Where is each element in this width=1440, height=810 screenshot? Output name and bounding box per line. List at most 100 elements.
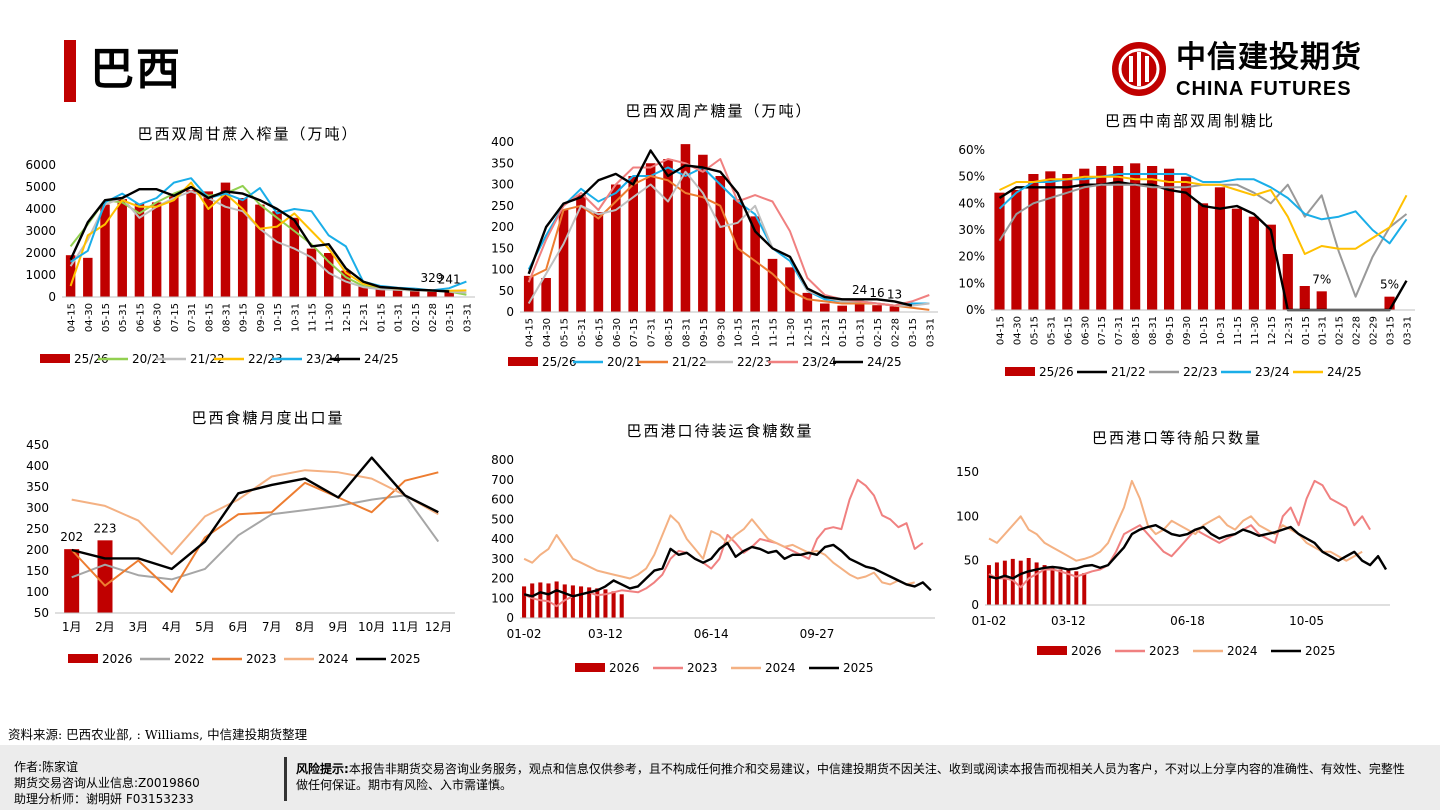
x-tick-label: 01-02 (972, 614, 1007, 628)
x-tick-label: 1月 (62, 620, 82, 634)
bar (255, 204, 265, 297)
data-label: 202 (60, 530, 83, 544)
bar (100, 204, 110, 297)
x-tick-label: 02-15 (1335, 316, 1346, 345)
x-tick-label: 7月 (262, 620, 282, 634)
legend-label: 2026 (609, 661, 640, 675)
x-tick-label: 06-30 (153, 303, 164, 332)
bar (837, 305, 847, 312)
bar (1028, 174, 1039, 310)
x-tick-label: 04-15 (525, 318, 536, 347)
x-tick-label: 12-31 (821, 318, 832, 347)
bar (645, 163, 656, 312)
bar (1231, 208, 1243, 310)
x-tick-label: 01-15 (376, 303, 387, 332)
x-tick-label: 05-31 (118, 303, 129, 332)
y-tick-label: 200 (491, 572, 514, 586)
legend-label: 21/22 (1111, 365, 1146, 379)
bar (872, 305, 882, 312)
x-tick-label: 08-15 (204, 303, 215, 332)
x-tick-label: 2月 (95, 620, 115, 634)
x-tick-label: 03-31 (462, 303, 473, 332)
bar (117, 199, 127, 297)
bar (1066, 569, 1071, 605)
legend-label: 2023 (1149, 644, 1180, 658)
x-tick-label: 09-15 (239, 303, 250, 332)
x-tick-label: 05-15 (1029, 316, 1040, 345)
x-tick-label: 06-14 (694, 627, 729, 641)
x-tick-label: 06-15 (135, 303, 146, 332)
series-line (523, 478, 924, 608)
author-license: 期货交易咨询从业信息:Z0019860 (14, 776, 200, 790)
y-tick-label: 100 (491, 591, 514, 605)
bar (1018, 560, 1023, 605)
bar (220, 182, 231, 297)
bar (732, 199, 743, 312)
x-tick-label: 11-30 (1250, 316, 1261, 345)
x-tick-label: 5月 (195, 620, 215, 634)
x-tick-label: 08-15 (664, 318, 675, 347)
bar (1214, 187, 1226, 310)
series-line (999, 175, 1408, 255)
x-tick-label: 9月 (329, 620, 349, 634)
y-tick-label: 50 (499, 284, 514, 298)
data-label: 16 (869, 286, 884, 300)
bar (1096, 166, 1107, 310)
page-title: 巴西 (90, 44, 182, 95)
bar (169, 195, 179, 297)
x-tick-label: 12-31 (1284, 316, 1295, 345)
x-tick-label: 05-15 (560, 318, 571, 347)
bar (83, 257, 93, 297)
legend-label: 2025 (1305, 644, 1336, 658)
y-tick-label: 200 (491, 220, 514, 234)
bar (1079, 168, 1090, 310)
y-tick-label: 6000 (25, 158, 56, 172)
x-tick-label: 11-30 (786, 318, 797, 347)
y-tick-label: 50 (964, 554, 979, 568)
bar (1384, 296, 1395, 310)
bar (186, 190, 196, 297)
chart-sugar-production: 巴西双周产糖量（万吨） 0 50 100 150 200 250 300 350 400 04-15… (491, 102, 938, 369)
risk-disclaimer: 风险提示:本报告非期货交易咨询业务服务，观点和信息仅供参考，且不构成任何推介和交… (296, 761, 1416, 793)
y-tick-label: 250 (26, 522, 49, 536)
bar (272, 211, 282, 297)
y-tick-label: 150 (956, 465, 979, 479)
x-tick-label: 06-15 (1063, 316, 1074, 345)
bar (1074, 571, 1079, 605)
bar (64, 549, 80, 613)
legend-label: 20/21 (132, 352, 167, 366)
x-tick-label: 07-15 (629, 318, 640, 347)
y-tick-label: 0 (506, 305, 514, 319)
legend-label: 2024 (765, 661, 796, 675)
series-line (69, 185, 450, 293)
y-tick-label: 400 (26, 459, 49, 473)
bar (1180, 176, 1192, 310)
bar (593, 212, 604, 312)
x-tick-label: 09-30 (716, 318, 727, 347)
x-tick-label: 06-18 (1170, 614, 1205, 628)
y-tick-label: 350 (26, 480, 49, 494)
x-tick-label: 11-30 (325, 303, 336, 332)
legend-label: 2024 (318, 652, 349, 666)
y-tick-label: 350 (491, 156, 514, 170)
data-label: 223 (94, 521, 117, 535)
y-tick-label: 0 (48, 290, 56, 304)
footer: 作者:陈家谊 期货交易咨询从业信息:Z0019860 助理分析师：谢明妍 F03… (0, 745, 1440, 810)
bar (1248, 216, 1259, 310)
bar (1045, 171, 1056, 310)
legend-label: 24/25 (364, 352, 399, 366)
series-line (71, 469, 439, 556)
x-tick-label: 04-15 (995, 316, 1006, 345)
x-tick-label: 06-30 (1080, 316, 1091, 345)
x-tick-label: 05-31 (577, 318, 588, 347)
x-tick-label: 01-15 (1301, 316, 1312, 345)
bar (65, 255, 76, 297)
bar (619, 594, 624, 618)
data-source-note: 资料来源: 巴西农业部, : Williams, 中信建投期货整理 (8, 727, 308, 742)
logo-chinese-name: 中信建投期货 (1176, 40, 1362, 75)
x-tick-label: 04-30 (1012, 316, 1023, 345)
chart-monthly-exports: 巴西食糖月度出口量 50 100 150 200 250 300 350 400 450 1月 2月 3… (26, 409, 455, 666)
bar (595, 588, 600, 618)
bar (854, 301, 865, 312)
x-tick-label: 10-31 (290, 303, 301, 332)
